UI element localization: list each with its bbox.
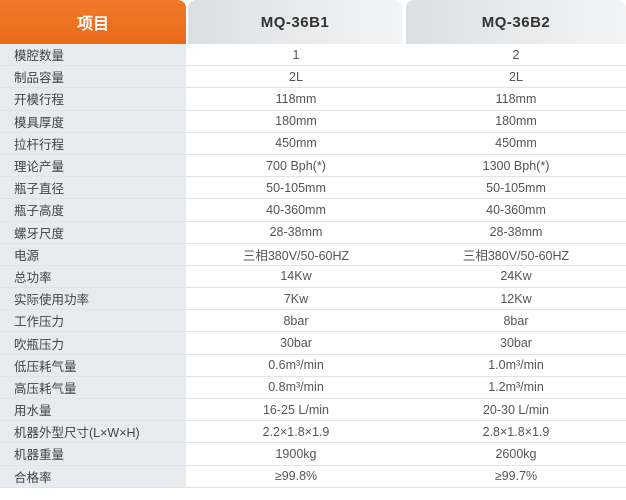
table-row: 开模行程 118mm 118mm: [0, 88, 626, 111]
table-header: 项目 MQ-36B1 MQ-36B2: [0, 0, 626, 44]
value-model-2: 50-105mm: [486, 180, 546, 195]
row-label: 瓶子高度: [0, 199, 186, 221]
table-row: 合格率 ≥99.8% ≥99.7%: [0, 465, 626, 488]
value-model-2: 118mm: [495, 91, 537, 106]
row-label: 开模行程: [0, 88, 186, 110]
header-model-1: MQ-36B1: [188, 0, 402, 44]
value-model-2: 28-38mm: [489, 225, 543, 240]
value-model-2: 20-30 L/min: [482, 402, 549, 417]
table-row: 瓶子直径 50-105mm 50-105mm: [0, 177, 626, 200]
value-model-1: 0.8m³/min: [268, 380, 324, 395]
row-label: 机器外型尺寸(L×W×H): [0, 421, 186, 443]
value-model-1: 180mm: [275, 114, 317, 129]
row-label: 模腔数量: [0, 44, 186, 66]
table-row: 模腔数量 1 2: [0, 44, 626, 67]
table-row: 机器外型尺寸(L×W×H) 2.2×1.8×1.9 2.8×1.8×1.9: [0, 421, 626, 444]
value-model-1: 三相380V/50-60HZ: [242, 248, 350, 263]
value-model-2: 12Kw: [500, 291, 532, 306]
table-row: 螺牙尺度 28-38mm 28-38mm: [0, 221, 626, 244]
table-row: 机器重量 1900kg 2600kg: [0, 443, 626, 466]
table-row: 电源 三相380V/50-60HZ 三相380V/50-60HZ: [0, 243, 626, 266]
value-model-2: 三相380V/50-60HZ: [462, 248, 570, 263]
value-model-2: 450mm: [495, 136, 537, 151]
value-model-2: 180mm: [495, 114, 537, 129]
value-model-2: 8bar: [503, 313, 529, 328]
value-model-1: 1: [292, 47, 300, 62]
value-model-2: ≥99.7%: [494, 469, 538, 484]
row-label: 电源: [0, 243, 186, 265]
row-label: 制品容量: [0, 66, 186, 88]
value-model-1: 8bar: [283, 313, 309, 328]
value-model-1: 40-360mm: [266, 202, 326, 217]
row-label: 机器重量: [0, 443, 186, 465]
table-row: 理论产量 700 Bph(*) 1300 Bph(*): [0, 154, 626, 178]
value-model-2: 40-360mm: [486, 202, 546, 217]
value-model-2: 30bar: [500, 336, 532, 351]
value-model-1: ≥99.8%: [274, 469, 318, 484]
value-model-2: 2: [512, 47, 520, 62]
value-model-1: 700 Bph(*): [266, 158, 326, 173]
table-row: 总功率 14Kw 24Kw: [0, 265, 626, 289]
row-label: 总功率: [0, 265, 186, 288]
row-label: 螺牙尺度: [0, 221, 186, 243]
value-model-1: 118mm: [275, 91, 317, 106]
row-label: 工作压力: [0, 310, 186, 332]
value-model-1: 2.2×1.8×1.9: [262, 424, 330, 439]
value-model-1: 1900kg: [275, 446, 317, 461]
value-model-1: 16-25 L/min: [262, 402, 329, 417]
table-row: 拉杆行程 450mm 450mm: [0, 132, 626, 155]
row-label: 拉杆行程: [0, 132, 186, 154]
row-label: 模具厚度: [0, 110, 186, 132]
row-label: 低压耗气量: [0, 354, 186, 376]
row-label: 用水量: [0, 399, 186, 421]
value-model-1: 50-105mm: [266, 180, 326, 195]
value-model-2: 1300 Bph(*): [482, 158, 550, 173]
table-row: 用水量 16-25 L/min 20-30 L/min: [0, 399, 626, 422]
row-label: 合格率: [0, 465, 186, 487]
table-row: 吹瓶压力 30bar 30bar: [0, 332, 626, 355]
value-model-1: 28-38mm: [269, 225, 323, 240]
row-label: 实际使用功率: [0, 288, 186, 310]
value-model-1: 14Kw: [280, 269, 312, 284]
spec-table: 模腔数量 1 2 制品容量 2L 2L 开模行程 118mm 118mm 模具厚度 180mm 180…: [0, 44, 626, 488]
table-row: 实际使用功率 7Kw 12Kw: [0, 288, 626, 311]
row-label: 理论产量: [0, 154, 186, 177]
row-label: 吹瓶压力: [0, 332, 186, 354]
table-row: 低压耗气量 0.6m³/min 1.0m³/min: [0, 354, 626, 377]
value-model-2: 1.0m³/min: [488, 358, 544, 373]
table-row: 制品容量 2L 2L: [0, 66, 626, 89]
header-item: 项目: [0, 0, 186, 44]
table-row: 高压耗气量 0.8m³/min 1.2m³/min: [0, 376, 626, 399]
table-row: 瓶子高度 40-360mm 40-360mm: [0, 199, 626, 222]
value-model-2: 24Kw: [500, 269, 532, 284]
value-model-1: 2L: [289, 69, 303, 84]
table-row: 模具厚度 180mm 180mm: [0, 110, 626, 133]
value-model-2: 1.2m³/min: [488, 380, 544, 395]
value-model-2: 2600kg: [495, 446, 537, 461]
value-model-1: 450mm: [275, 136, 317, 151]
header-model-2: MQ-36B2: [406, 0, 626, 44]
table-row: 工作压力 8bar 8bar: [0, 310, 626, 333]
value-model-1: 7Kw: [283, 291, 309, 306]
value-model-2: 2.8×1.8×1.9: [482, 424, 550, 439]
value-model-1: 30bar: [280, 336, 312, 351]
value-model-2: 2L: [509, 69, 523, 84]
row-label: 高压耗气量: [0, 376, 186, 398]
row-label: 瓶子直径: [0, 177, 186, 199]
value-model-1: 0.6m³/min: [268, 358, 324, 373]
